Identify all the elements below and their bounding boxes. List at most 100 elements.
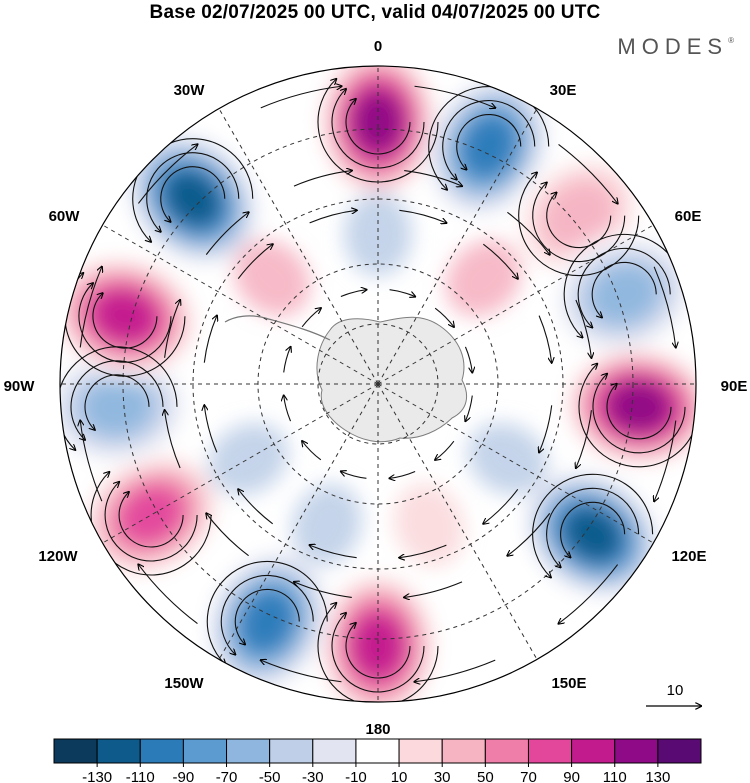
- lon-label-150e: 150E: [551, 675, 586, 692]
- colorbar-tick-label: -90: [173, 769, 195, 783]
- anomaly-center: [561, 344, 696, 469]
- streamline: [284, 396, 292, 422]
- streamline: [206, 560, 328, 664]
- streamline: [206, 513, 249, 557]
- streamline: [404, 581, 463, 597]
- antarctic-peninsula: [224, 315, 331, 341]
- streamline: [404, 170, 462, 186]
- streamline: [165, 410, 181, 469]
- streamline: [60, 346, 178, 450]
- colorbar-swatch: [312, 738, 357, 764]
- lon-label-60w: 60W: [49, 208, 81, 225]
- streamline: [389, 289, 416, 297]
- streamline: [414, 85, 496, 108]
- colorbar-tick-label: -50: [259, 769, 281, 783]
- anomaly-center: [519, 466, 666, 602]
- streamline: [653, 266, 676, 348]
- lon-label-90w: 90W: [4, 378, 36, 395]
- streamline: [78, 283, 172, 363]
- brand-logo: MODES®: [617, 34, 734, 59]
- streamline: [578, 364, 696, 468]
- colorbar-tick-label: 70: [520, 769, 537, 783]
- streamline: [591, 261, 657, 317]
- streamline: [80, 421, 103, 502]
- streamline: [92, 293, 158, 349]
- anomaly-field: [60, 66, 696, 702]
- streamline: [309, 210, 357, 224]
- colorbar-swatch: [182, 738, 228, 764]
- streamline: [310, 545, 357, 559]
- streamline: [118, 492, 184, 548]
- colorbar-tick-label: 10: [391, 769, 408, 783]
- anomaly-center: [233, 239, 311, 317]
- colorbar-tick-label: 130: [645, 769, 670, 783]
- streamline: [415, 659, 496, 682]
- streamline: [293, 171, 352, 187]
- lon-label-60e: 60E: [675, 208, 702, 225]
- colorbar-tick-label: -30: [302, 769, 324, 783]
- streamline: [606, 384, 672, 440]
- streamline: [538, 315, 552, 363]
- streamline: [434, 307, 454, 327]
- lon-label-120e: 120E: [671, 548, 706, 565]
- colorbar-tick-label: -70: [216, 769, 238, 783]
- streamline: [507, 211, 549, 254]
- colorbar-swatch: [53, 738, 98, 764]
- streamline: [205, 212, 248, 255]
- streamline: [576, 410, 592, 468]
- anomaly-center: [316, 66, 440, 200]
- streamline: [317, 79, 439, 183]
- colorbar-swatch: [657, 738, 702, 764]
- streamlines: [60, 79, 696, 702]
- streamline: [260, 86, 342, 109]
- streamline: [90, 472, 212, 576]
- streamline: [399, 209, 446, 223]
- anomaly-center: [316, 568, 440, 702]
- colorbar-swatch: [355, 738, 400, 764]
- map-border: [59, 65, 697, 703]
- streamline: [464, 346, 472, 373]
- streamline: [482, 243, 517, 278]
- streamline: [560, 501, 626, 557]
- colorbar-swatch: [226, 738, 271, 764]
- reference-vector-label: 10: [667, 682, 684, 699]
- anomaly-center: [394, 483, 465, 567]
- colorbar-swatch: [527, 738, 573, 764]
- antarctica-land: [316, 316, 468, 443]
- colorbar-swatch: [484, 738, 529, 764]
- streamline: [340, 290, 367, 298]
- streamline: [428, 86, 550, 190]
- streamline: [302, 441, 322, 461]
- streamline: [456, 114, 522, 170]
- colorbar-tick-label: -110: [126, 769, 155, 783]
- streamline: [546, 193, 612, 249]
- streamline: [104, 482, 198, 562]
- colorbar-tick-label: 30: [434, 769, 451, 783]
- colorbar-swatch: [96, 738, 141, 764]
- anomaly-center: [122, 128, 264, 270]
- streamline: [654, 420, 677, 502]
- streamline: [237, 244, 272, 280]
- streamline: [558, 143, 618, 203]
- streamline: [331, 89, 425, 169]
- colorbar-swatch: [571, 738, 616, 764]
- streamline: [160, 166, 226, 222]
- streamline: [575, 299, 591, 358]
- colorbar-tick-label: -130: [82, 769, 112, 783]
- streamline: [220, 574, 314, 654]
- streamline: [345, 99, 411, 155]
- lon-label-180: 180: [365, 721, 390, 738]
- colorbar-swatch: [139, 738, 184, 764]
- colorbar-swatch: [269, 738, 314, 764]
- streamline: [146, 152, 240, 232]
- colorbar-ticks: -130 -110 -90 -70 -50 -30 -10 10 30 50 70 90 110 130: [82, 763, 670, 783]
- colorbar-tick-label: 110: [603, 769, 627, 783]
- lon-label-30w: 30W: [174, 82, 206, 99]
- streamline: [261, 660, 342, 683]
- streamline: [79, 267, 102, 348]
- streamline: [546, 487, 640, 567]
- streamline: [341, 471, 367, 479]
- streamline: [532, 473, 654, 577]
- streamline: [164, 300, 180, 358]
